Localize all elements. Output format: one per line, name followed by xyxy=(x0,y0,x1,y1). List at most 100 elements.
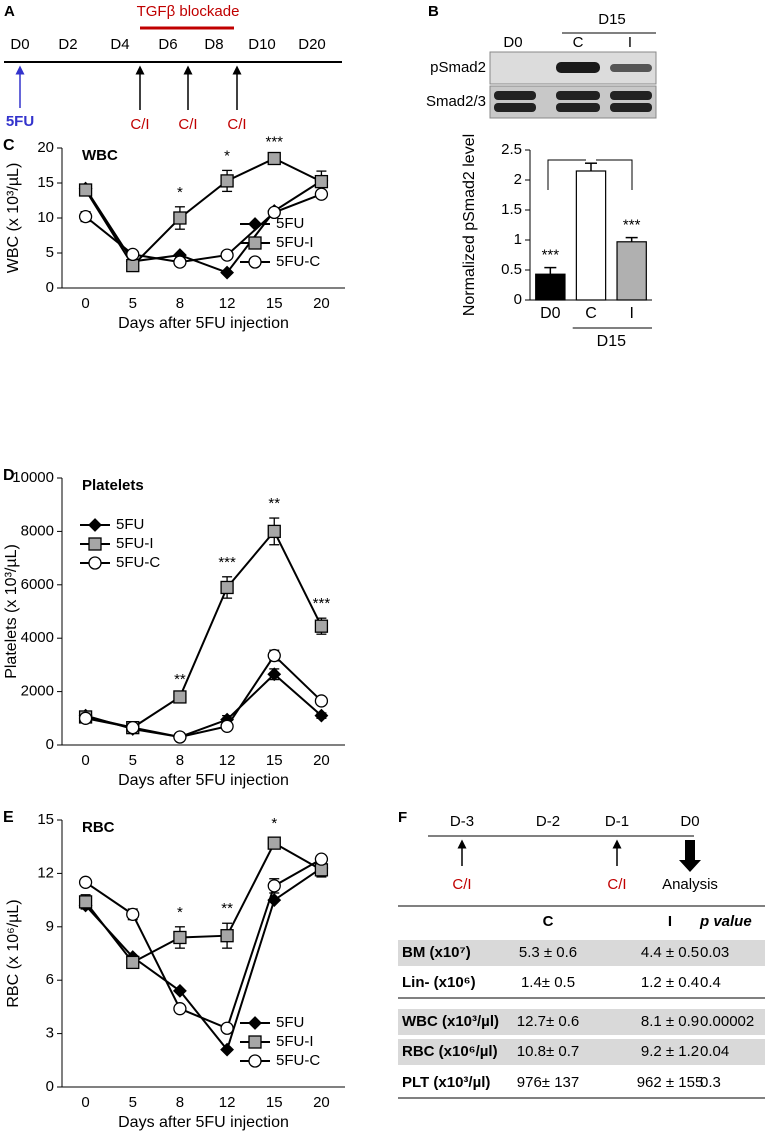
cell: 8.1 ± 0.9 xyxy=(641,1013,699,1030)
bar xyxy=(616,241,647,301)
point xyxy=(267,648,281,663)
column-header: C xyxy=(543,913,554,930)
y-tick-label: 0 xyxy=(46,736,54,753)
significance: *** xyxy=(265,133,283,150)
x-tick-label: 8 xyxy=(176,1094,184,1111)
chart-title: WBC xyxy=(82,147,118,164)
day-label: D20 xyxy=(298,36,326,53)
line xyxy=(85,672,323,739)
cell: 0.4 xyxy=(700,974,721,991)
band xyxy=(494,103,536,112)
y-tick-label: 10 xyxy=(37,209,54,226)
cell: 1.4± 0.5 xyxy=(521,974,575,991)
point xyxy=(173,255,187,269)
point xyxy=(126,907,140,921)
band xyxy=(556,103,600,112)
group-label: D15 xyxy=(598,11,626,28)
significance: *** xyxy=(623,217,641,234)
y-tick-label: 5 xyxy=(46,244,54,261)
x-tick-label: 12 xyxy=(219,1094,236,1111)
x-axis-label: Days after 5FU injection xyxy=(118,772,289,789)
drug-label: 5FU xyxy=(6,113,34,130)
point xyxy=(220,1042,235,1057)
row-label: RBC (x10⁶/µl) xyxy=(402,1043,498,1060)
point xyxy=(314,619,329,633)
point xyxy=(267,879,281,893)
significance: *** xyxy=(542,247,560,264)
panel-letter: E xyxy=(3,809,14,826)
day-label: D0 xyxy=(680,813,699,830)
x-tick-label: 15 xyxy=(266,295,283,312)
legend-label: 5FU-C xyxy=(276,253,320,270)
legend-label: 5FU-C xyxy=(276,1052,320,1069)
point xyxy=(88,518,102,532)
lane-label: D0 xyxy=(503,34,522,51)
x-tick-label: 0 xyxy=(81,295,89,312)
x-tick-label: 20 xyxy=(313,1094,330,1111)
row-label: BM (x10⁷) xyxy=(402,944,471,961)
line xyxy=(84,193,322,264)
point xyxy=(173,690,187,704)
day-label: D4 xyxy=(110,36,129,53)
x-tick-label: 12 xyxy=(219,752,236,769)
lane-label: C xyxy=(573,34,584,51)
row-label: WBC (x10³/µl) xyxy=(402,1013,499,1030)
y-tick-label: 0 xyxy=(46,279,54,296)
band xyxy=(556,62,600,73)
panel-letter: B xyxy=(428,3,439,20)
point xyxy=(267,205,281,220)
y-tick-label: 2 xyxy=(514,171,522,188)
row-label: Lin- (x10⁶) xyxy=(402,974,476,991)
legend-label: 5FU-I xyxy=(116,535,154,552)
cell: 0.00002 xyxy=(700,1013,754,1030)
point xyxy=(267,836,281,850)
y-tick-label: 9 xyxy=(46,918,54,935)
bracket xyxy=(547,159,586,190)
bracket xyxy=(596,159,633,190)
point xyxy=(248,1054,262,1068)
y-tick-label: 1.5 xyxy=(501,201,522,218)
point xyxy=(88,537,102,551)
point xyxy=(173,730,187,744)
y-tick-label: 12 xyxy=(37,864,54,881)
treatment-label: C/I xyxy=(130,116,149,133)
treatment-label: C/I xyxy=(607,876,626,893)
day-label: D-2 xyxy=(536,813,560,830)
legend-label: 5FU xyxy=(276,1014,304,1031)
analysis-arrow xyxy=(679,840,701,872)
point xyxy=(173,211,187,225)
cell: 5.3 ± 0.6 xyxy=(519,944,577,961)
day-label: D10 xyxy=(248,36,276,53)
y-tick-label: 3 xyxy=(46,1025,54,1042)
x-tick-label: D0 xyxy=(540,305,561,322)
y-tick-label: 4000 xyxy=(21,629,54,646)
point xyxy=(248,236,262,250)
x-tick-label: 5 xyxy=(129,752,137,769)
point xyxy=(314,852,329,866)
y-tick-label: 2000 xyxy=(21,683,54,700)
significance: * xyxy=(271,815,277,832)
legend-label: 5FU xyxy=(276,215,304,232)
day-label: D-1 xyxy=(605,813,629,830)
y-tick-label: 0 xyxy=(514,291,522,308)
panel-letter: A xyxy=(4,3,15,20)
significance: ** xyxy=(221,900,233,917)
significance: * xyxy=(177,904,183,921)
significance: *** xyxy=(313,595,331,612)
significance: ** xyxy=(174,671,186,688)
point xyxy=(172,983,187,998)
point xyxy=(126,720,140,735)
x-axis-label: Days after 5FU injection xyxy=(118,1114,289,1131)
line xyxy=(85,654,323,739)
row-shade xyxy=(398,1039,765,1065)
panel-letter: F xyxy=(398,809,407,826)
cell: 962 ± 155 xyxy=(637,1074,704,1091)
band xyxy=(494,91,536,100)
point xyxy=(314,708,329,723)
column-header: p value xyxy=(699,913,752,930)
x-tick-label: 5 xyxy=(129,295,137,312)
cell: 9.2 ± 1.2 xyxy=(641,1043,699,1060)
line xyxy=(84,157,322,268)
